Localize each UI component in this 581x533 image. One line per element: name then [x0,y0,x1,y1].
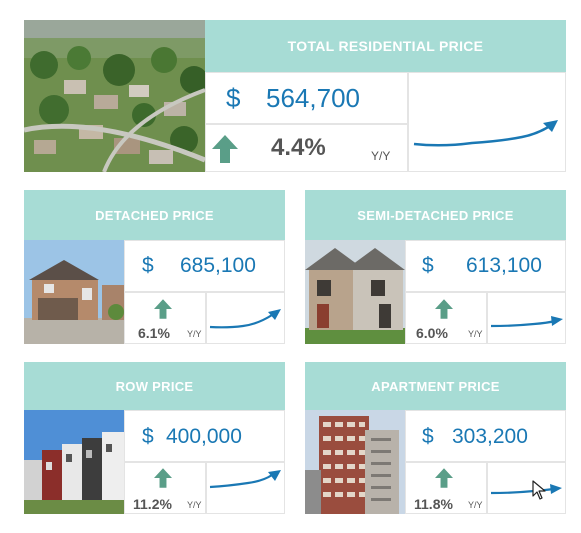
total-price-value: 564,700 [266,83,360,113]
detached-period-label: Y/Y [187,329,202,339]
row-change-percent: 11.2% [133,496,172,512]
row-houses-photo [24,410,124,514]
detached-trend-line [209,309,281,329]
up-arrow-icon [212,135,238,163]
semi-detached-period-label: Y/Y [468,329,483,339]
semi-detached-price-cell [405,240,566,292]
semi-detached-currency: $ [422,254,434,277]
apartment-period-label: Y/Y [468,500,483,510]
row-trend-cell [206,462,285,514]
apartment-currency: $ [422,425,434,448]
mouse-pointer-icon [532,480,546,500]
apartment-header: APARTMENT PRICE [305,362,566,410]
row-trend-line [209,470,281,489]
semi-detached-price-value: 613,100 [466,254,542,277]
total-change-percent: 4.4% [271,134,326,161]
row-period-label: Y/Y [187,500,202,510]
detached-change-percent: 6.1% [138,325,170,341]
total-change-cell [205,124,408,172]
row-title: ROW PRICE [115,378,194,394]
detached-trend-cell [206,292,285,344]
apartment-price-cell [405,410,566,462]
semi-detached-title: SEMI-DETACHED PRICE [357,207,514,223]
detached-price-cell [124,240,285,292]
total-period-label: Y/Y [371,149,391,163]
detached-title: DETACHED PRICE [95,207,214,223]
semi-detached-house-photo [305,240,405,344]
semi-detached-trend-line [490,316,563,328]
row-up-arrow-icon [154,468,172,488]
row-price-cell [124,410,285,462]
apartment-change-percent: 11.8% [414,496,453,512]
row-currency: $ [142,425,154,448]
aerial-neighbourhood-photo [24,20,205,172]
detached-up-arrow-icon [154,299,172,319]
detached-house-photo [24,240,124,344]
semi-detached-header: SEMI-DETACHED PRICE [305,190,566,240]
detached-currency: $ [142,254,154,277]
semi-detached-change-percent: 6.0% [416,325,448,341]
row-price-value: 400,000 [166,425,242,448]
apartment-tower-photo [305,410,405,514]
row-header: ROW PRICE [24,362,285,410]
apartment-trend-line [490,484,562,495]
total-residential-header: TOTAL RESIDENTIAL PRICE [205,20,566,72]
total-currency: $ [226,83,241,113]
total-trend-cell [408,72,566,172]
total-residential-title: TOTAL RESIDENTIAL PRICE [287,38,484,54]
apartment-price-value: 303,200 [452,425,528,448]
semi-detached-up-arrow-icon [435,299,453,319]
detached-price-value: 685,100 [180,254,256,277]
total-price-cell [205,72,408,124]
total-trend-line [413,120,558,147]
detached-header: DETACHED PRICE [24,190,285,240]
apartment-title: APARTMENT PRICE [371,378,500,394]
apartment-up-arrow-icon [435,468,453,488]
